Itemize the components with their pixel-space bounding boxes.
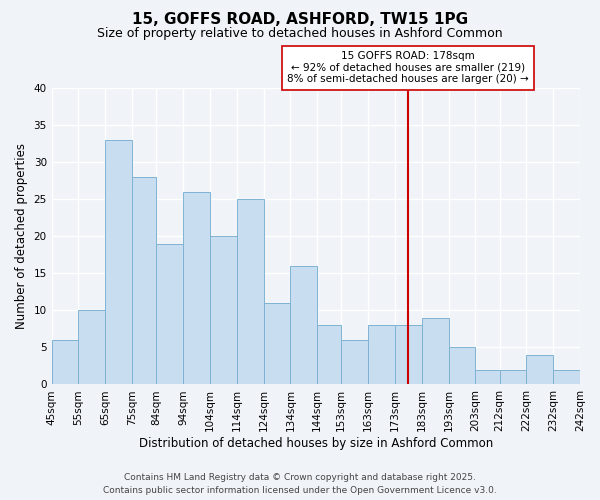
Text: Contains HM Land Registry data © Crown copyright and database right 2025.
Contai: Contains HM Land Registry data © Crown c… — [103, 474, 497, 495]
Text: Size of property relative to detached houses in Ashford Common: Size of property relative to detached ho… — [97, 28, 503, 40]
Bar — [368, 325, 395, 384]
Bar — [526, 355, 553, 384]
Bar — [79, 310, 106, 384]
Bar — [183, 192, 210, 384]
Text: 15 GOFFS ROAD: 178sqm
← 92% of detached houses are smaller (219)
8% of semi-deta: 15 GOFFS ROAD: 178sqm ← 92% of detached … — [287, 51, 529, 84]
X-axis label: Distribution of detached houses by size in Ashford Common: Distribution of detached houses by size … — [139, 437, 493, 450]
Bar — [237, 199, 263, 384]
Bar — [422, 318, 449, 384]
Bar — [553, 370, 580, 384]
Bar — [341, 340, 368, 384]
Bar — [290, 266, 317, 384]
Text: 15, GOFFS ROAD, ASHFORD, TW15 1PG: 15, GOFFS ROAD, ASHFORD, TW15 1PG — [132, 12, 468, 28]
Bar — [106, 140, 132, 384]
Bar — [475, 370, 500, 384]
Bar — [156, 244, 183, 384]
Bar — [132, 177, 156, 384]
Bar — [263, 303, 290, 384]
Bar — [317, 325, 341, 384]
Bar — [449, 348, 475, 385]
Y-axis label: Number of detached properties: Number of detached properties — [15, 143, 28, 329]
Bar — [210, 236, 237, 384]
Bar — [500, 370, 526, 384]
Bar — [52, 340, 79, 384]
Bar — [395, 325, 422, 384]
